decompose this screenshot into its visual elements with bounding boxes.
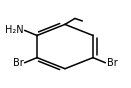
Text: Br: Br [13, 58, 23, 68]
Text: H₂N: H₂N [5, 25, 23, 35]
Text: Br: Br [107, 58, 117, 68]
